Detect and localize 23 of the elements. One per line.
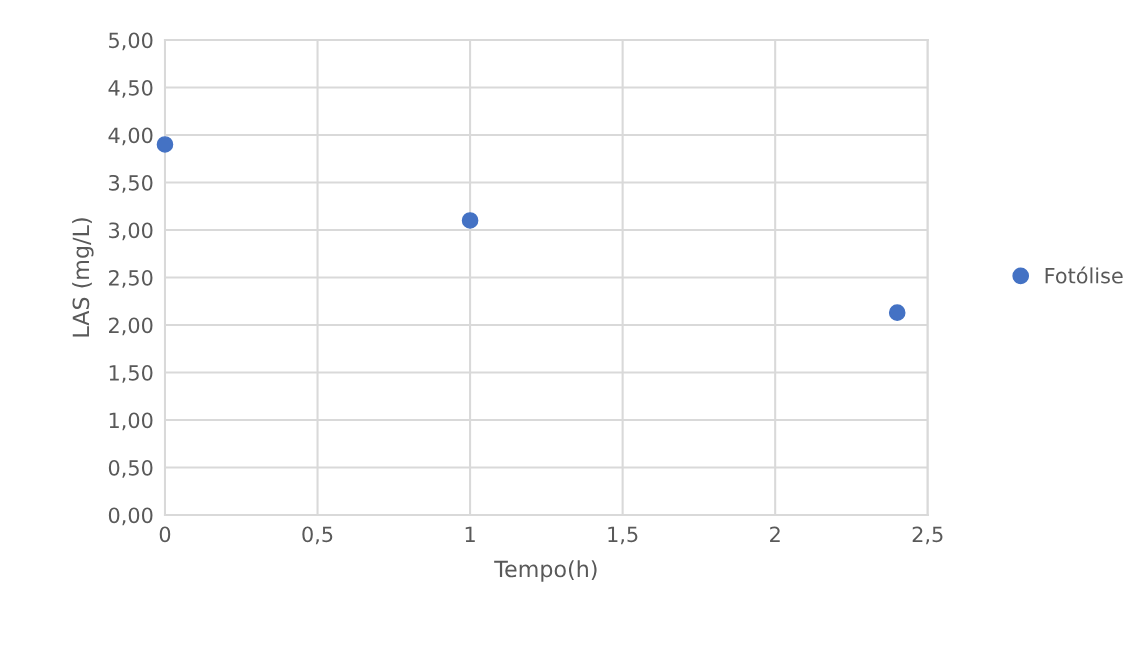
- y-tick-label: 3,50: [109, 174, 153, 193]
- x-tick-label: 2: [770, 526, 780, 542]
- y-tick-label: 4,50: [108, 79, 153, 98]
- x-tick-label: 1: [465, 526, 475, 542]
- y-axis-title: LAS (mg/L): [72, 218, 94, 337]
- y-tick-label: 4,00: [108, 127, 153, 146]
- legend-label: Fotólise: [1045, 266, 1123, 284]
- y-tick-label: 0,50: [108, 459, 153, 478]
- y-tick-label: 5,00: [109, 32, 153, 51]
- point: [888, 304, 906, 321]
- x-tick-label: 2,5: [912, 526, 943, 545]
- x-axis-title: Tempo(h): [494, 560, 597, 582]
- point: [461, 212, 479, 229]
- x-tick-label: 1,5: [608, 526, 638, 545]
- y-tick-label: 0,00: [108, 507, 153, 526]
- x-tick-label: 0,5: [302, 526, 333, 545]
- point: [156, 136, 174, 153]
- y-tick-label: 2,00: [109, 317, 153, 336]
- y-tick-label: 1,50: [109, 364, 153, 383]
- y-tick-label: 2,50: [109, 269, 153, 288]
- y-tick-label: 1,00: [109, 412, 153, 431]
- x-tick-label: 0: [159, 526, 171, 543]
- y-tick-label: 3,00: [109, 222, 153, 241]
